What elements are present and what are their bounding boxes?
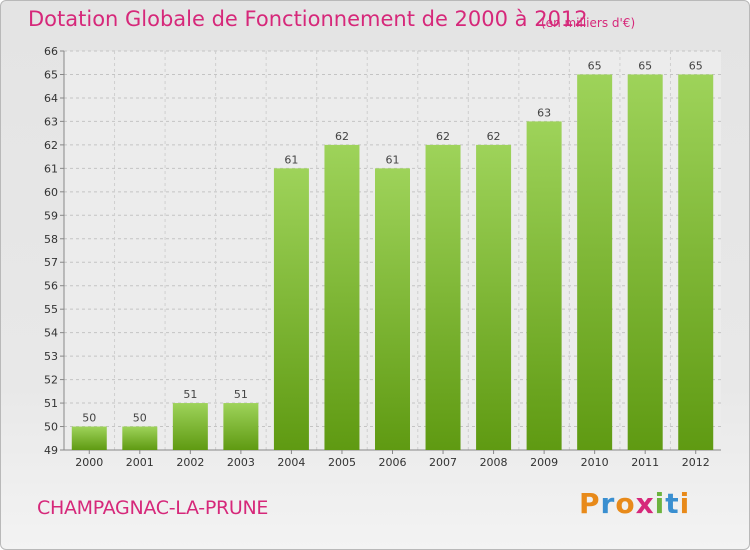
y-tick-label: 56 xyxy=(44,280,58,293)
logo-letter: t xyxy=(665,487,680,520)
bar xyxy=(122,426,158,450)
bars xyxy=(71,74,714,451)
bar-value-label: 61 xyxy=(386,153,400,166)
bar-value-label: 65 xyxy=(638,59,652,72)
y-tick-label: 53 xyxy=(44,350,58,363)
x-tick-label: 2008 xyxy=(480,456,508,469)
bar xyxy=(577,74,613,451)
bar-value-label: 50 xyxy=(82,412,96,425)
bar-value-label: 62 xyxy=(487,130,501,143)
logo-letter: x xyxy=(635,487,655,520)
bar xyxy=(324,144,360,450)
bar xyxy=(375,168,410,450)
logo-letter: r xyxy=(600,487,616,520)
y-tick-label: 61 xyxy=(44,162,58,175)
y-tick-label: 55 xyxy=(44,303,58,316)
x-tick-label: 2009 xyxy=(530,456,558,469)
bar xyxy=(71,426,107,450)
bar-value-label: 65 xyxy=(689,59,703,72)
bar-value-label: 65 xyxy=(588,59,602,72)
y-tick-label: 51 xyxy=(44,397,58,410)
bar xyxy=(476,144,512,450)
y-tick-label: 54 xyxy=(44,327,58,340)
bar xyxy=(425,144,461,450)
x-tick-label: 2002 xyxy=(176,456,204,469)
proxiti-logo: Proxiti xyxy=(579,487,690,520)
y-tick-label: 65 xyxy=(44,68,58,81)
logo-letter: i xyxy=(654,487,666,520)
bar xyxy=(678,74,714,451)
commune-name: CHAMPAGNAC-LA-PRUNE xyxy=(37,497,269,519)
chart-title: Dotation Globale de Fonctionnement de 20… xyxy=(28,7,588,31)
y-tick-label: 64 xyxy=(44,92,58,105)
x-tick-label: 2001 xyxy=(126,456,154,469)
y-tick-label: 66 xyxy=(44,45,58,58)
logo-letter: P xyxy=(579,487,601,520)
y-tick-label: 49 xyxy=(44,444,58,457)
x-tick-label: 2006 xyxy=(379,456,407,469)
unit-label: (en milliers d'€) xyxy=(541,16,636,30)
x-tick-label: 2007 xyxy=(429,456,457,469)
y-tick-label: 59 xyxy=(44,209,58,222)
bar xyxy=(526,121,562,450)
bar-value-label: 51 xyxy=(234,388,248,401)
bar xyxy=(223,403,259,450)
x-tick-label: 2004 xyxy=(277,456,305,469)
bar-value-label: 61 xyxy=(284,153,298,166)
bar xyxy=(273,168,309,450)
logo-letter: i xyxy=(679,487,691,520)
bar-value-label: 51 xyxy=(183,388,197,401)
labels: 49 50 51 52 53 54 55 56 57 58 59 60 61 62 63 64 65 66 50 20… xyxy=(44,45,710,469)
bar-value-label: 63 xyxy=(537,106,551,119)
x-tick-label: 2003 xyxy=(227,456,255,469)
y-tick-label: 52 xyxy=(44,374,58,387)
x-tick-label: 2005 xyxy=(328,456,356,469)
x-tick-label: 2012 xyxy=(682,456,710,469)
bar xyxy=(172,403,208,450)
y-tick-label: 58 xyxy=(44,233,58,246)
bar-value-label: 50 xyxy=(133,412,147,425)
bar-value-label: 62 xyxy=(436,130,450,143)
bar xyxy=(627,74,663,451)
x-tick-label: 2011 xyxy=(631,456,659,469)
y-tick-label: 63 xyxy=(44,115,58,128)
y-tick-label: 50 xyxy=(44,421,58,434)
y-tick-label: 62 xyxy=(44,139,58,152)
x-tick-label: 2010 xyxy=(581,456,609,469)
bar-value-label: 62 xyxy=(335,130,349,143)
y-tick-label: 60 xyxy=(44,186,58,199)
logo-letter: o xyxy=(615,487,636,520)
x-tick-label: 2000 xyxy=(75,456,103,469)
y-tick-label: 57 xyxy=(44,256,58,269)
